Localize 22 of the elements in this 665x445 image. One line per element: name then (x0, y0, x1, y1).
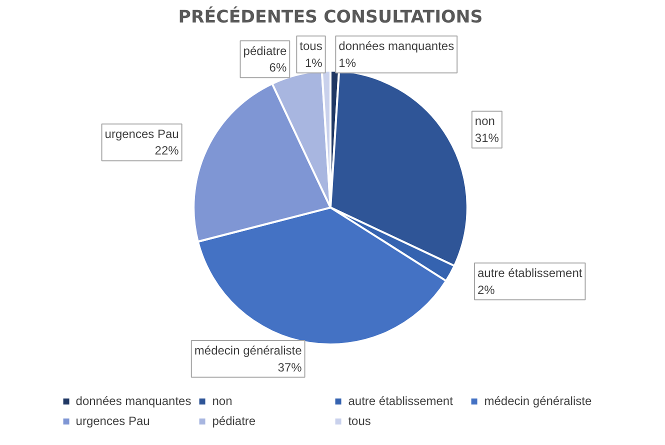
slice-label: urgences Pau (104, 126, 179, 141)
slice-label: non (474, 114, 495, 128)
slice-label: médecin généraliste (194, 343, 302, 358)
slice-label: tous (300, 39, 322, 54)
data-label: 37% (278, 360, 302, 374)
legend-label: tous (348, 414, 372, 428)
data-label: 1% (304, 56, 323, 70)
legend-label: médecin généraliste (484, 394, 593, 408)
data-label: 2% (477, 282, 496, 297)
data-label: 31% (474, 130, 500, 145)
legend-label: non (212, 394, 234, 408)
data-label: 22% (154, 144, 180, 158)
data-label: 6% (269, 60, 287, 75)
slice-label: autre établissement (477, 266, 583, 280)
legend-label: urgences Pau (76, 414, 151, 428)
legend-label: autre établissement (348, 394, 454, 408)
chart-title: PRÉCÉDENTES CONSULTATIONS (178, 6, 483, 28)
slice-label: données manquantes (338, 39, 454, 54)
legend-label: pédiatre (212, 414, 257, 428)
data-label: 1% (338, 56, 356, 70)
slice-label: pédiatre (243, 44, 287, 58)
legend-label: données manquantes (76, 394, 192, 408)
